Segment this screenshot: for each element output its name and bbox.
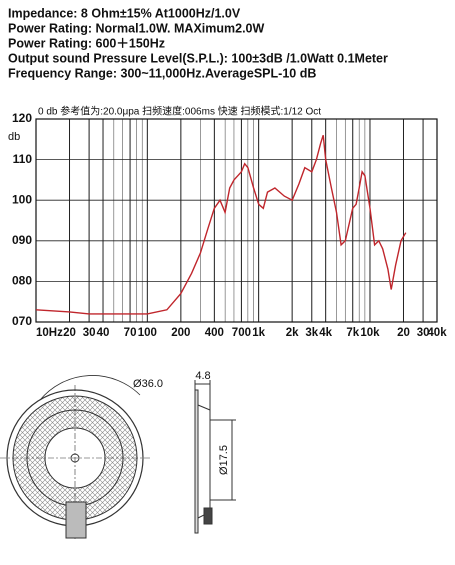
x-tick-label: 30 bbox=[417, 327, 430, 339]
chart-subtitle: 0 db 参考值为:20.0μpa 扫频速度:006ms 快速 扫频模式:1/1… bbox=[38, 105, 321, 118]
x-tick-label: 70 bbox=[124, 327, 137, 339]
spec: Power Rating: Normal1.0W. MAXimum2.0W bbox=[8, 21, 264, 35]
front-view bbox=[0, 375, 150, 540]
spec-list: Impedance: 8 Ohm±15% At1000Hz/1.0V Power… bbox=[8, 6, 388, 80]
x-tick-label: 2k bbox=[286, 327, 299, 339]
spec: Frequency Range: 300~11,000Hz.AverageSPL… bbox=[8, 66, 316, 80]
x-tick-label: 1k bbox=[252, 327, 265, 339]
y-tick-label: 070 bbox=[12, 314, 32, 328]
dimension-label: 4.8 bbox=[195, 370, 210, 382]
y-tick-label: 110 bbox=[13, 152, 33, 166]
x-tick-label: 10Hz bbox=[36, 327, 63, 339]
response-curve bbox=[35, 134, 407, 315]
x-tick-label: 7k bbox=[346, 327, 359, 339]
spec: Impedance: 8 Ohm±15% At1000Hz/1.0V bbox=[8, 6, 241, 20]
x-tick-label: 40k bbox=[427, 327, 447, 339]
y-tick-label: 080 bbox=[12, 274, 32, 288]
dimension-label: Ø17.5 bbox=[218, 445, 230, 475]
x-tick-label: 4k bbox=[319, 327, 332, 339]
x-tick-label: 3k bbox=[305, 327, 318, 339]
x-tick-label: 30 bbox=[83, 327, 96, 339]
x-tick-label: 700 bbox=[232, 327, 251, 339]
spec: Output sound Pressure Level(S.P.L.): 100… bbox=[8, 51, 388, 65]
spec: Power Rating: 600＋150Hz bbox=[8, 36, 165, 50]
y-tick-label: 100 bbox=[12, 192, 32, 206]
x-tick-label: 40 bbox=[97, 327, 110, 339]
dimension-label: Ø36.0 bbox=[133, 378, 163, 390]
x-tick-label: 20 bbox=[63, 327, 76, 339]
x-tick-label: 400 bbox=[205, 327, 224, 339]
plot-frame bbox=[35, 118, 438, 323]
x-tick-label: 200 bbox=[171, 327, 190, 339]
side-view bbox=[194, 380, 236, 534]
y-axis-label: db bbox=[8, 131, 20, 143]
y-tick-label: 090 bbox=[12, 233, 32, 247]
x-tick-label: 100 bbox=[138, 327, 157, 339]
x-tick-label: 20 bbox=[397, 327, 410, 339]
x-tick-label: 10k bbox=[360, 327, 380, 339]
y-tick-label: 120 bbox=[12, 111, 32, 125]
